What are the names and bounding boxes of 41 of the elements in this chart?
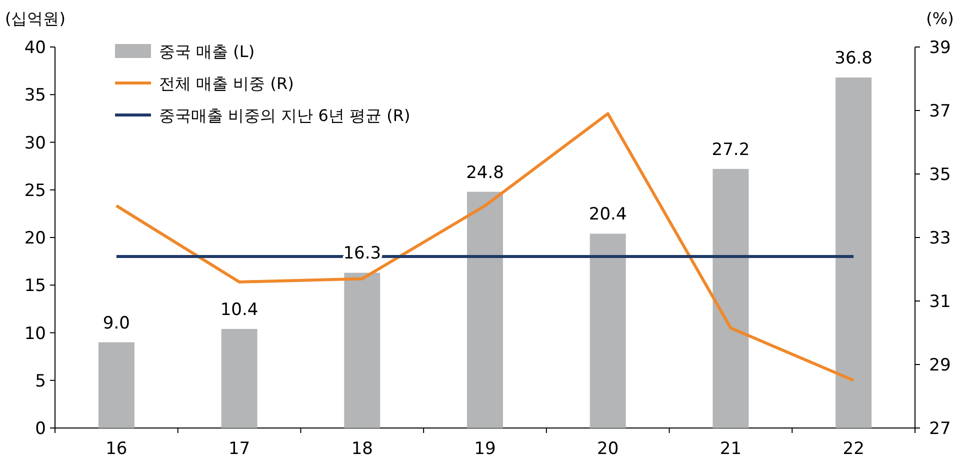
y2-axis-title: (%) [926, 9, 954, 28]
y-tick-label: 40 [24, 38, 46, 58]
legend-label: 중국 매출 (L) [159, 42, 255, 61]
x-tick-label: 19 [474, 439, 496, 459]
y2-tick-label: 39 [929, 38, 951, 58]
x-tick-label: 21 [720, 439, 742, 459]
x-tick-label: 20 [597, 439, 619, 459]
y-tick-label: 20 [24, 228, 46, 248]
y2-tick-label: 33 [929, 228, 951, 248]
bar [590, 234, 626, 428]
y-tick-label: 35 [24, 86, 46, 106]
data-label: 36.8 [834, 48, 872, 68]
data-label: 27.2 [712, 140, 750, 160]
y-tick-label: 5 [35, 371, 46, 392]
y-tick-label: 15 [24, 276, 46, 296]
y2-tick-label: 29 [929, 356, 951, 376]
data-label: 9.0 [102, 313, 130, 334]
y-tick-label: 0 [35, 419, 46, 439]
x-tick-label: 18 [351, 439, 373, 459]
data-label: 24.8 [466, 162, 504, 183]
bar [221, 328, 258, 428]
data-label: 20.4 [588, 204, 627, 225]
x-tick-label: 16 [106, 439, 128, 459]
y2-tick-label: 35 [929, 165, 951, 185]
x-tick-label: 22 [842, 439, 864, 459]
x-tick-label: 17 [228, 439, 250, 459]
bar [712, 168, 749, 428]
data-label: 10.4 [220, 300, 258, 320]
y2-tick-label: 27 [929, 419, 951, 439]
y-tick-label: 25 [24, 180, 46, 201]
bar [98, 342, 134, 428]
bar [467, 192, 503, 428]
y-axis-title: (십억원) [5, 9, 66, 28]
legend-label: 전체 매출 비중 (R) [159, 74, 294, 93]
legend-label: 중국매출 비중의 지난 6년 평균 (R) [159, 106, 410, 125]
y2-tick-label: 37 [929, 102, 951, 122]
y-tick-label: 30 [24, 133, 46, 154]
y-tick-label: 10 [24, 324, 46, 344]
bar [836, 77, 872, 428]
y2-tick-label: 31 [929, 292, 951, 312]
bar [344, 272, 380, 428]
